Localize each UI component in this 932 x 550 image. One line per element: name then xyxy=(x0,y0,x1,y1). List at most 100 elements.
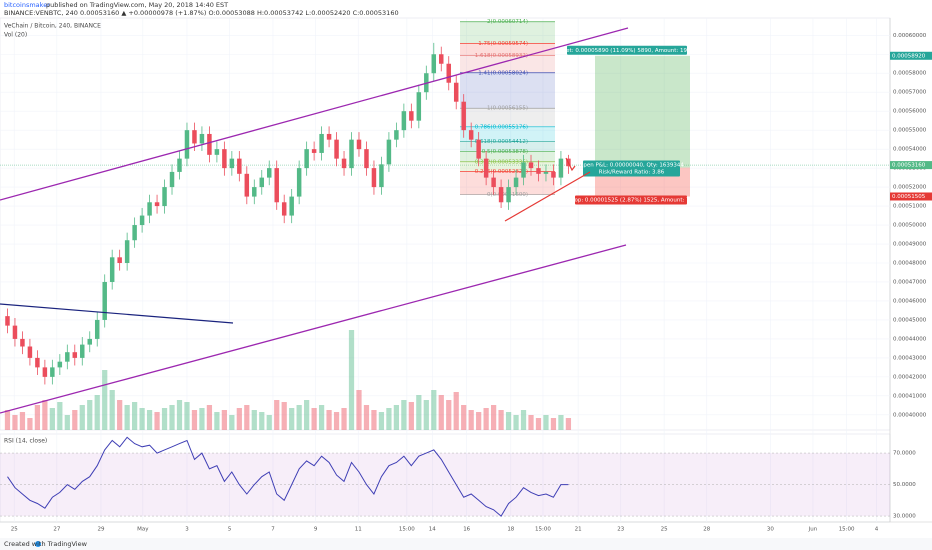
rsi-line xyxy=(7,436,569,517)
candle-body xyxy=(491,177,496,188)
candle-body xyxy=(453,82,459,102)
candle-body xyxy=(356,139,362,150)
volume-bar xyxy=(214,412,220,430)
candle-body xyxy=(177,158,182,172)
candle-body xyxy=(124,240,130,264)
volume-bar xyxy=(57,402,63,430)
volume-bar xyxy=(229,415,235,430)
candles xyxy=(5,42,571,385)
volume-bar xyxy=(453,392,459,430)
x-tick-label: 11 xyxy=(355,527,362,533)
volume-bar xyxy=(423,400,429,430)
candle-body xyxy=(296,168,302,197)
candle-body xyxy=(192,130,197,144)
volume-bar xyxy=(416,395,422,430)
candle-body xyxy=(72,352,78,358)
fib-band xyxy=(460,21,555,44)
channel-lower xyxy=(0,244,627,414)
candle-body xyxy=(536,168,541,174)
x-tick-label: 30 xyxy=(767,527,774,533)
x-tick-label: 25 xyxy=(11,527,18,533)
volume-bar xyxy=(72,410,78,430)
volume-bar xyxy=(490,405,497,430)
x-tick-label: 14 xyxy=(429,527,436,533)
fib-band xyxy=(460,171,555,195)
fib-label: 0.618(0.00054412) xyxy=(475,139,528,145)
volume-bar xyxy=(438,395,444,430)
volume-bar xyxy=(318,405,325,430)
x-tick-label: 15:00 xyxy=(535,527,551,533)
candle-body xyxy=(27,346,33,358)
x-tick-label: 18 xyxy=(507,527,514,533)
candle-body xyxy=(394,130,399,140)
volume-bar xyxy=(513,415,519,430)
target-zone xyxy=(595,55,690,168)
price-pane-title: VeChain / Bitcoin, 240, BINANCE xyxy=(4,23,101,30)
candle-body xyxy=(319,133,324,153)
candle-body xyxy=(558,158,564,178)
volume-bar xyxy=(199,408,205,430)
stop-label: Stop: 0.00001525 (2.87%) 1525, Amount: 7… xyxy=(569,197,694,203)
volume-bar xyxy=(154,412,160,430)
y-tick-label: 0.00056000 xyxy=(893,109,927,115)
candle-body xyxy=(468,130,474,140)
author[interactable]: bitcoinsmaker xyxy=(4,1,50,9)
volume-bar xyxy=(221,410,227,430)
volume-bar xyxy=(535,418,542,430)
candle-body xyxy=(12,325,18,339)
volume-bar xyxy=(191,410,198,430)
volume-bar xyxy=(169,405,175,430)
volume-bar xyxy=(401,400,407,430)
volume-bar xyxy=(446,400,452,430)
candle-body xyxy=(50,367,55,377)
candle-body xyxy=(42,367,48,377)
volume-bar xyxy=(408,402,414,430)
candle-body xyxy=(386,139,392,165)
position-tool: Target: 0.00005890 (11.09%) 5890, Amount… xyxy=(554,45,700,205)
candle-body xyxy=(207,133,212,155)
fib-label: 1.41(0.00058024) xyxy=(478,70,528,76)
price-tag-label: 0.00053160 xyxy=(892,163,926,169)
candle-body xyxy=(94,319,100,339)
fib-band xyxy=(460,108,555,127)
y-tick-label: 0.00042000 xyxy=(893,374,927,380)
volume-bar xyxy=(274,400,280,430)
volume-bar xyxy=(124,405,130,430)
x-tick-label: 9 xyxy=(314,527,318,533)
candle-body xyxy=(364,149,369,169)
candle-body xyxy=(401,111,407,131)
candle-body xyxy=(513,177,519,188)
rsi-tick-label: 70.0000 xyxy=(893,451,916,457)
candle-body xyxy=(498,187,504,203)
candle-body xyxy=(237,158,242,174)
y-tick-label: 0.00055000 xyxy=(893,128,927,134)
x-tick-label: 28 xyxy=(703,527,710,533)
volume-bar xyxy=(42,400,48,430)
candle-body xyxy=(57,361,63,368)
candle-body xyxy=(35,357,40,368)
volume-bar xyxy=(461,405,467,430)
volume-bar xyxy=(102,370,108,430)
volume-bar xyxy=(483,408,489,430)
candle-body xyxy=(5,316,10,326)
candle-body xyxy=(162,187,167,207)
candle-body xyxy=(154,202,160,207)
candle-body xyxy=(281,202,287,216)
fib-band xyxy=(460,161,555,172)
candle-body xyxy=(416,92,422,121)
candle-body xyxy=(102,281,107,320)
fib-label: 0.786(0.00055176) xyxy=(475,124,528,130)
target-label-box xyxy=(567,45,687,55)
candle-body xyxy=(147,202,152,216)
fib-band xyxy=(460,72,555,109)
candle-body xyxy=(311,149,317,153)
volume-bar xyxy=(27,418,33,430)
labels: VeChain / Bitcoin, 240, BINANCE Vol (20)… xyxy=(4,23,932,533)
y-tick-label: 0.00048000 xyxy=(893,261,927,267)
drawings xyxy=(0,27,629,414)
fib-label: 1(0.00056155) xyxy=(487,106,528,112)
y-tick-label: 0.00057000 xyxy=(893,90,927,96)
candle-body xyxy=(274,168,279,203)
volume-bar xyxy=(64,415,70,430)
candle-body xyxy=(341,158,347,169)
